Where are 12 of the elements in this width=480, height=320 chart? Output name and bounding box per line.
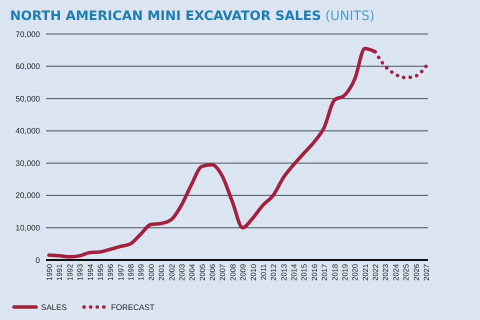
chart-subtitle: (UNITS) xyxy=(325,9,375,24)
legend-label: SALES xyxy=(41,303,67,312)
y-tick-label: 40,000 xyxy=(16,126,41,136)
chart-title: NORTH AMERICAN MINI EXCAVATOR SALES xyxy=(10,9,322,24)
y-tick-label: 50,000 xyxy=(16,94,41,104)
y-tick-label: 10,000 xyxy=(16,224,41,233)
y-tick-label: 0 xyxy=(36,256,41,265)
legend-label: FORECAST xyxy=(111,303,155,312)
y-tick-label: 30,000 xyxy=(16,158,41,168)
y-tick-label: 20,000 xyxy=(16,191,41,200)
y-tick-label: 60,000 xyxy=(16,62,41,72)
y-tick-label: 70,000 xyxy=(16,30,41,39)
